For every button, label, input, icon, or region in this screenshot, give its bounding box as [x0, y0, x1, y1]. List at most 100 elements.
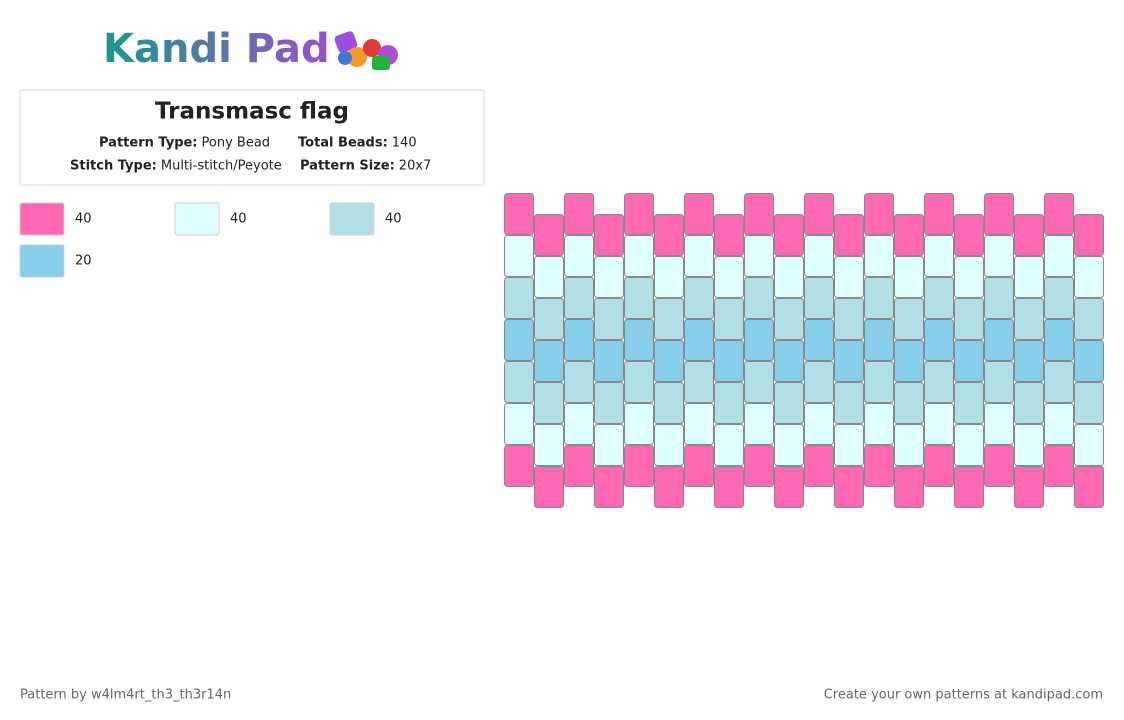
footer-credit[interactable]: Pattern by w4lm4rt_th3_th3r14n: [20, 688, 231, 703]
bead: [1014, 466, 1044, 508]
bead: [714, 424, 744, 466]
footer-promo[interactable]: Create your own patterns at kandipad.com: [824, 688, 1103, 703]
bead: [594, 298, 624, 340]
bead: [1074, 298, 1104, 340]
bead: [624, 193, 654, 235]
bead: [654, 298, 684, 340]
bead: [984, 361, 1014, 403]
bead: [864, 235, 894, 277]
bead: [984, 277, 1014, 319]
field-value: Pony Bead: [202, 136, 271, 151]
bead: [504, 277, 534, 319]
bead: [624, 445, 654, 487]
bead: [594, 466, 624, 508]
bead: [744, 445, 774, 487]
bead: [864, 319, 894, 361]
bead: [654, 340, 684, 382]
bead: [804, 319, 834, 361]
bead: [1014, 424, 1044, 466]
bead: [834, 298, 864, 340]
bead: [774, 214, 804, 256]
bead: [624, 277, 654, 319]
bead: [864, 445, 894, 487]
pattern-title: Transmasc flag: [155, 99, 349, 125]
bead: [774, 424, 804, 466]
bead: [984, 403, 1014, 445]
bead: [774, 298, 804, 340]
bead: [1074, 340, 1104, 382]
bead: [864, 361, 894, 403]
field-label: Pattern Type:: [99, 136, 198, 151]
color-swatch: [19, 202, 65, 236]
bead: [954, 340, 984, 382]
bead: [1014, 298, 1044, 340]
bead: [924, 403, 954, 445]
field-value: Multi-stitch/Peyote: [161, 159, 282, 174]
bead: [804, 361, 834, 403]
bead: [894, 340, 924, 382]
bead: [684, 403, 714, 445]
bead: [1044, 361, 1074, 403]
bead: [834, 424, 864, 466]
color-count: 40: [385, 212, 402, 227]
bead: [534, 298, 564, 340]
bead: [534, 214, 564, 256]
bead: [654, 466, 684, 508]
bead: [594, 340, 624, 382]
bead: [804, 445, 834, 487]
bead: [654, 214, 684, 256]
bead: [624, 319, 654, 361]
color-swatch: [329, 202, 375, 236]
field-label: Pattern Size:: [300, 159, 395, 174]
bead: [834, 256, 864, 298]
bead: [504, 445, 534, 487]
color-count: 40: [230, 212, 247, 227]
bead: [894, 466, 924, 508]
bead: [594, 256, 624, 298]
bead: [834, 466, 864, 508]
bead: [534, 382, 564, 424]
bead: [654, 256, 684, 298]
bead: [1014, 256, 1044, 298]
bead: [714, 466, 744, 508]
bead: [924, 193, 954, 235]
bead: [564, 193, 594, 235]
bead: [504, 319, 534, 361]
bead: [924, 319, 954, 361]
bead: [894, 214, 924, 256]
bead: [534, 340, 564, 382]
bead: [744, 319, 774, 361]
bead: [714, 256, 744, 298]
bead: [714, 340, 744, 382]
bead: [1044, 277, 1074, 319]
bead: [924, 361, 954, 403]
bead: [624, 361, 654, 403]
bead: [564, 319, 594, 361]
bead: [954, 298, 984, 340]
info-box: [19, 89, 485, 186]
logo[interactable]: Kandi Pad: [103, 26, 330, 72]
bead: [1074, 256, 1104, 298]
color-count: 40: [75, 212, 92, 227]
bead: [984, 445, 1014, 487]
bead: [1014, 382, 1044, 424]
bead: [684, 361, 714, 403]
bead: [654, 382, 684, 424]
bead: [564, 277, 594, 319]
bead: [714, 298, 744, 340]
bead: [684, 235, 714, 277]
bead: [954, 214, 984, 256]
bead: [894, 256, 924, 298]
bead: [1074, 424, 1104, 466]
bead: [504, 235, 534, 277]
bead: [804, 403, 834, 445]
bead: [684, 445, 714, 487]
bead: [834, 214, 864, 256]
bead: [594, 382, 624, 424]
bead: [774, 340, 804, 382]
bead: [564, 445, 594, 487]
bead: [834, 382, 864, 424]
bead: [984, 319, 1014, 361]
bead: [594, 424, 624, 466]
